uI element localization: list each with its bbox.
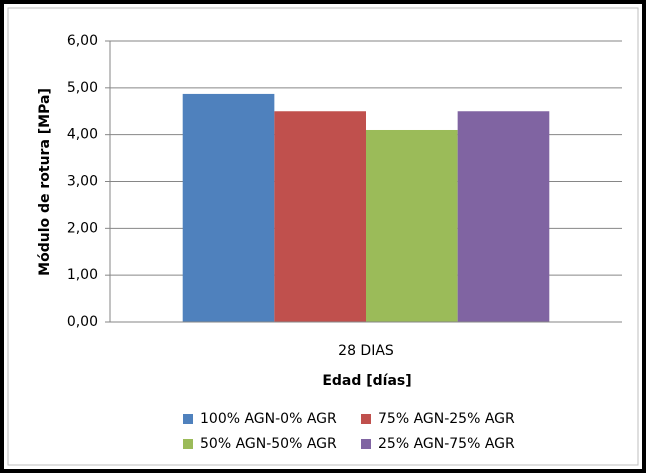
legend-swatch [183,439,193,449]
y-tick-label: 2,00 [67,220,98,236]
chart-border [7,7,639,466]
bar [274,111,366,322]
legend-label: 75% AGN-25% AGR [378,411,515,427]
y-tick-label: 3,00 [67,174,98,190]
x-tick-label: 28 DIAS [338,343,394,359]
bar [366,129,458,322]
legend-label: 50% AGN-50% AGR [200,436,337,452]
bar [457,111,550,322]
y-tick-label: 5,00 [67,80,98,96]
y-tick-label: 6,00 [67,33,98,49]
legend-label: 100% AGN-0% AGR [200,411,337,427]
x-axis-title: Edad [días] [322,373,411,389]
y-tick-label: 4,00 [67,127,98,143]
y-axis-title: Módulo de rotura [MPa] [37,88,53,276]
y-tick-label: 0,00 [67,314,98,330]
bar [182,93,275,323]
legend-swatch [361,439,371,449]
legend-swatch [361,414,371,424]
legend-label: 25% AGN-75% AGR [378,436,515,452]
legend-swatch [183,414,193,424]
y-tick-label: 1,00 [67,267,98,283]
